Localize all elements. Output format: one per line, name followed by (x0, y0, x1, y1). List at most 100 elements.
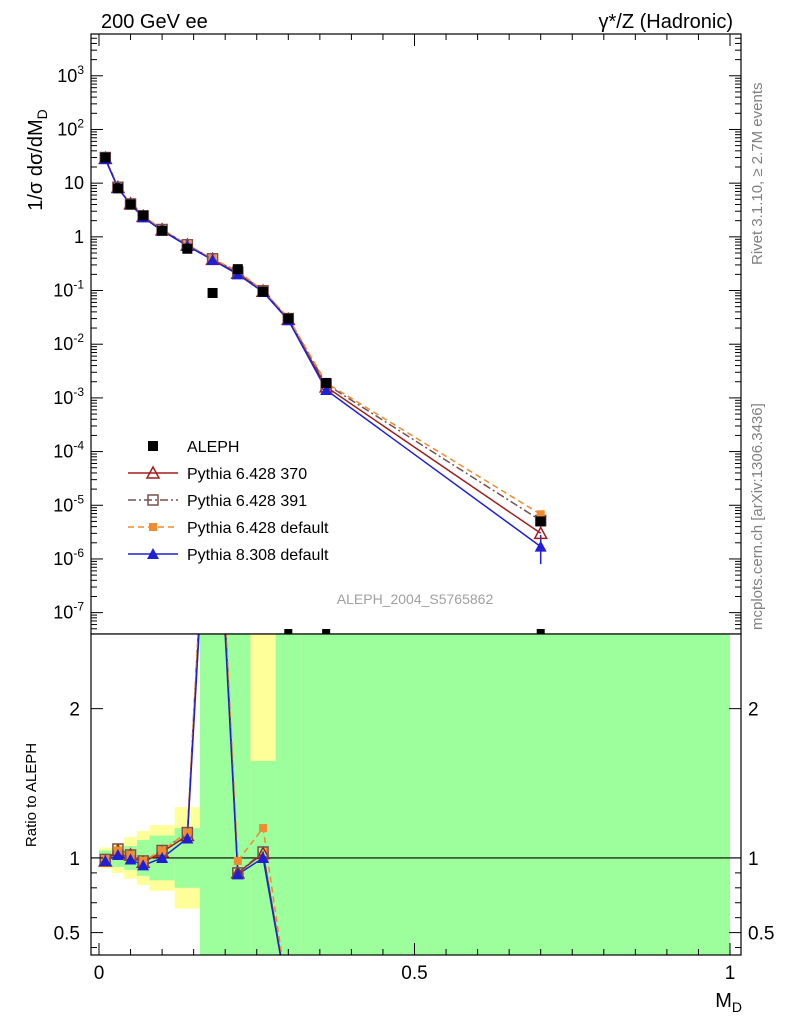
inner-band-bin (300, 634, 730, 955)
ratio-y-axis-label: Ratio to ALEPH (23, 743, 40, 847)
data-point (536, 510, 545, 519)
data-point (207, 287, 218, 298)
legend-label: Pythia 8.308 default (187, 547, 329, 564)
ratio-point (111, 848, 124, 860)
inner-band-bin (275, 634, 301, 955)
data-point (535, 516, 546, 527)
ratio-y-tick-label-left: 0.5 (54, 924, 80, 945)
y-tick-exponent: -2 (73, 331, 84, 345)
data-point (321, 377, 332, 388)
legend-marker (147, 494, 159, 506)
y-tick-exponent: -3 (73, 385, 84, 399)
y-tick-exponent: -6 (73, 546, 84, 560)
ratio-y-tick-label-right: 2 (748, 700, 759, 721)
xlabel-sub: D (732, 999, 742, 1015)
data-point (138, 210, 149, 221)
series-line-3 (104, 157, 542, 515)
y-tick-base: 10 (53, 334, 73, 354)
ratio-ticks: 0.5 0.5 1 1 2 2 0 0.5 1 (54, 700, 775, 984)
ylabel-sub: D (34, 109, 50, 119)
data-point (320, 384, 333, 396)
y-tick-exponent: -5 (73, 492, 84, 506)
inner-band-bin (199, 634, 226, 955)
data-point (206, 254, 219, 266)
y-tick-label: 1 (74, 227, 84, 247)
ratio-point (233, 856, 242, 865)
y-tick-label: 10 (64, 173, 84, 193)
main-plot-area (91, 34, 741, 634)
y-tick-exponent: -7 (73, 600, 84, 614)
aleph-edge-marker (284, 629, 293, 634)
y-tick-label: 10-5 (53, 492, 84, 515)
main-panel: 10-710-610-510-410-310-210-11101021031/σ… (25, 33, 742, 635)
y-tick-exponent: -4 (73, 439, 84, 453)
ratio-point (181, 832, 194, 844)
data-point (533, 525, 548, 540)
aleph-edge-marker (536, 629, 545, 634)
data-point (258, 286, 269, 297)
y-tick-label: 10-6 (53, 546, 84, 569)
y-tick-base: 10 (53, 603, 73, 623)
y-tick-base: 10 (53, 388, 73, 408)
main-x-ticks (98, 34, 731, 46)
legend-marker (145, 465, 161, 479)
y-tick-base: 10 (53, 549, 73, 569)
y-tick-base: 10 (53, 442, 73, 462)
y-tick-label: 102 (57, 116, 84, 139)
y-tick-exponent: 3 (77, 63, 84, 77)
mcplots-label: mcplots.cern.ch [arXiv:1306.3436] (749, 403, 766, 630)
ratio-panel: 0.5 0.5 1 1 2 2 0 0.5 1 Ratio to ALEPH (23, 633, 775, 984)
ratio-y-tick-label-left: 1 (69, 849, 80, 870)
ratio-line-2 (104, 634, 283, 955)
data-point (534, 540, 547, 552)
data-point (232, 264, 243, 275)
data-point (125, 199, 136, 210)
ratio-y-tick-label-right: 1 (748, 849, 759, 870)
legend-marker (147, 548, 159, 559)
analysis-id-label: ALEPH_2004_S5765862 (337, 591, 494, 607)
ratio-point (158, 846, 167, 855)
data-point (157, 225, 168, 236)
ratio-point (259, 824, 268, 833)
y-tick-label: 10-1 (53, 278, 84, 301)
header-right-label: γ*/Z (Hadronic) (599, 11, 733, 33)
ratio-line-3 (104, 634, 282, 955)
ratio-point (99, 854, 112, 866)
data-point (182, 243, 193, 254)
y-tick-label: 10-3 (53, 385, 84, 408)
ratio-point (124, 853, 137, 865)
data-point (100, 152, 111, 163)
y-tick-exponent: -1 (73, 278, 84, 292)
ratio-point (137, 859, 150, 871)
x-tick-label: 0 (94, 963, 105, 984)
legend-label: Pythia 6.428 391 (187, 493, 307, 510)
legend-label: ALEPH (187, 439, 239, 456)
x-axis-label: MD (715, 990, 742, 1015)
ratio-point (156, 851, 169, 863)
data-point (112, 183, 123, 194)
y-tick-base: 10 (53, 281, 73, 301)
y-tick-base: 10 (53, 495, 73, 515)
x-tick-label: 1 (725, 963, 736, 984)
ylabel-main: 1/σ dσ/dM (25, 119, 47, 210)
legend-label: Pythia 6.428 default (187, 520, 329, 537)
legend-label: Pythia 6.428 370 (187, 466, 307, 483)
y-tick-exponent: 2 (77, 116, 84, 130)
y-tick-label: 10-2 (53, 331, 84, 354)
main-y-axis-label: 1/σ dσ/dMD (25, 109, 50, 211)
xlabel-main: M (715, 990, 732, 1012)
aleph-edge-marker (322, 629, 331, 634)
legend: ALEPH Pythia 6.428 370 Pythia 6.428 391 Pyt… (128, 439, 329, 564)
ratio-y-tick-label-right: 0.5 (748, 924, 774, 945)
ratio-bands (99, 634, 730, 955)
y-tick-label: 10-4 (53, 439, 84, 462)
ratio-point (231, 868, 244, 880)
header-left-label: 200 GeV ee (101, 11, 208, 33)
data-point (283, 313, 294, 324)
x-tick-label: 0.5 (401, 963, 427, 984)
legend-marker (148, 441, 158, 451)
y-tick-base: 10 (57, 119, 77, 139)
ratio-point (257, 851, 270, 863)
